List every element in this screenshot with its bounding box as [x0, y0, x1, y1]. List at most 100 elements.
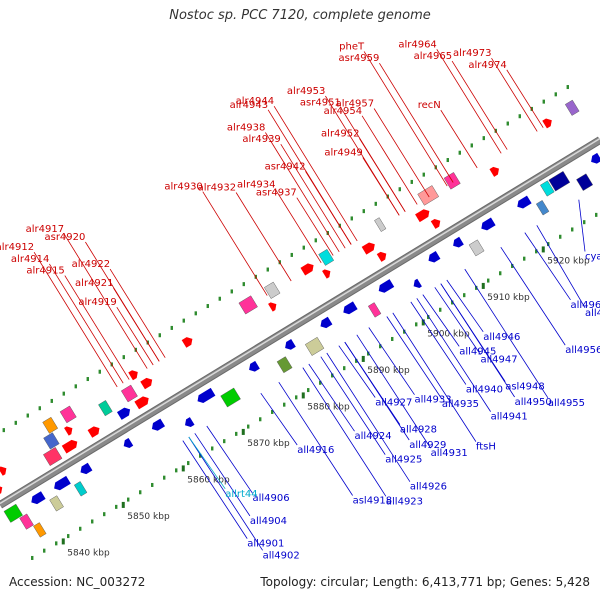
reverse-gene-label[interactable]: all4904 [250, 516, 287, 527]
reverse-gene-label[interactable]: all4955 [548, 398, 585, 409]
forward-gene[interactable] [238, 295, 258, 315]
reverse-gene[interactable] [376, 279, 395, 295]
forward-gene-label[interactable]: alr4938 [227, 123, 265, 134]
reverse-gene-label[interactable]: all4931 [431, 448, 468, 459]
reverse-gene-label[interactable]: all4956 [565, 345, 600, 356]
forward-gene[interactable] [489, 165, 501, 177]
forward-gene-label[interactable]: alr4943 [230, 100, 268, 111]
forward-gene-label[interactable]: alr4952 [321, 129, 359, 140]
reverse-gene-label[interactable]: all4947 [481, 355, 518, 366]
forward-gene[interactable] [264, 281, 281, 299]
forward-gene[interactable] [564, 99, 580, 116]
reverse-gene[interactable] [19, 513, 34, 530]
forward-gene-label[interactable]: alr4912 [0, 242, 34, 253]
reverse-gene-label[interactable]: all4940 [466, 385, 503, 396]
forward-gene[interactable] [361, 240, 377, 255]
reverse-gene-label[interactable]: all4901 [247, 539, 284, 550]
reverse-gene-label[interactable]: all4906 [253, 493, 290, 504]
rna-gene-label[interactable]: allrt44 [225, 489, 257, 500]
forward-gene[interactable] [430, 217, 443, 229]
reverse-gene-label[interactable]: all4933 [415, 395, 452, 406]
forward-gene[interactable] [268, 300, 279, 312]
reverse-gene[interactable] [29, 491, 46, 506]
reverse-gene[interactable] [150, 418, 166, 433]
forward-gene[interactable] [134, 394, 151, 410]
forward-gene[interactable] [98, 400, 113, 417]
forward-gene[interactable] [0, 464, 9, 476]
reverse-gene[interactable] [220, 387, 241, 408]
reverse-gene-label[interactable]: all4929 [409, 440, 446, 451]
reverse-gene[interactable] [49, 495, 64, 512]
forward-gene-label[interactable]: alr4964 [398, 39, 436, 50]
forward-gene[interactable] [64, 424, 75, 436]
forward-gene-label[interactable]: alr4974 [468, 60, 506, 71]
reverse-gene[interactable] [283, 339, 296, 352]
reverse-gene[interactable] [247, 360, 260, 374]
forward-gene-label[interactable]: alr4939 [242, 134, 280, 145]
forward-gene-label[interactable]: alr4949 [324, 148, 362, 159]
forward-gene-label[interactable]: recN [418, 100, 441, 111]
forward-gene[interactable] [415, 207, 432, 223]
reverse-gene[interactable] [548, 171, 571, 192]
reverse-gene-label[interactable]: asl4948 [505, 382, 545, 393]
reverse-gene[interactable] [78, 462, 93, 477]
forward-gene-label[interactable]: alr4954 [324, 106, 362, 117]
reverse-gene-label[interactable]: all4946 [483, 332, 520, 343]
reverse-gene[interactable] [540, 180, 555, 197]
reverse-gene[interactable] [195, 387, 216, 405]
reverse-gene[interactable] [515, 195, 532, 211]
forward-gene-label[interactable]: alr4914 [11, 254, 49, 265]
forward-gene[interactable] [300, 261, 315, 276]
reverse-gene-label[interactable]: all4960 [571, 300, 600, 311]
forward-gene[interactable] [61, 438, 80, 454]
forward-gene[interactable] [43, 432, 60, 450]
forward-gene-label[interactable]: pheT [339, 41, 365, 52]
reverse-gene[interactable] [535, 200, 550, 216]
reverse-gene-label[interactable]: all4902 [263, 550, 300, 561]
forward-gene-label[interactable]: alr4930 [164, 182, 202, 193]
reverse-gene[interactable] [183, 417, 195, 429]
reverse-gene[interactable] [367, 302, 382, 318]
forward-gene-label[interactable]: asr4920 [44, 232, 85, 243]
reverse-gene-label[interactable]: all4945 [459, 346, 496, 357]
forward-gene-label[interactable]: alr4934 [237, 180, 275, 191]
forward-gene[interactable] [116, 406, 132, 420]
reverse-gene-label[interactable]: all4924 [355, 431, 392, 442]
forward-gene[interactable] [376, 250, 389, 262]
reverse-gene-label[interactable]: all4925 [385, 455, 422, 466]
reverse-gene[interactable] [576, 173, 594, 191]
reverse-gene-label[interactable]: ftsH [476, 442, 496, 453]
reverse-gene[interactable] [426, 251, 441, 265]
forward-gene-label[interactable]: alr4917 [26, 224, 64, 235]
forward-gene[interactable] [318, 249, 335, 266]
reverse-gene-label[interactable]: asl4918 [353, 496, 393, 507]
reverse-gene[interactable] [304, 336, 325, 356]
reverse-gene-label[interactable]: all4950 [515, 397, 552, 408]
forward-gene-label[interactable]: alr4919 [78, 297, 116, 308]
forward-gene[interactable] [322, 267, 333, 279]
forward-gene-label[interactable]: alr4944 [236, 96, 274, 107]
reverse-gene-label[interactable]: all4916 [297, 445, 334, 456]
forward-gene[interactable] [0, 483, 5, 496]
forward-gene-label[interactable]: alr4957 [336, 99, 374, 110]
reverse-gene[interactable] [589, 152, 600, 166]
reverse-gene-label[interactable]: all4926 [410, 482, 447, 493]
forward-gene-label[interactable]: alr4932 [198, 183, 236, 194]
reverse-gene-label[interactable]: all4927 [375, 398, 412, 409]
forward-gene[interactable] [542, 116, 554, 129]
forward-gene-label[interactable]: alr4921 [75, 278, 113, 289]
forward-gene-label[interactable]: alr4965 [414, 51, 452, 62]
forward-gene[interactable] [128, 368, 140, 381]
reverse-gene-label[interactable]: cyaC [585, 252, 600, 263]
reverse-gene[interactable] [451, 236, 464, 250]
forward-gene-label[interactable]: alr4973 [453, 48, 491, 59]
forward-gene-label[interactable]: alr4915 [26, 266, 64, 277]
reverse-gene-label[interactable]: all4935 [442, 399, 479, 410]
reverse-gene-label[interactable]: all4928 [400, 425, 437, 436]
reverse-gene[interactable] [479, 217, 496, 233]
forward-gene[interactable] [120, 384, 138, 403]
forward-gene-label[interactable]: asr4951 [300, 98, 341, 109]
forward-gene[interactable] [87, 424, 102, 438]
reverse-gene[interactable] [3, 503, 23, 523]
forward-gene[interactable] [181, 335, 195, 348]
